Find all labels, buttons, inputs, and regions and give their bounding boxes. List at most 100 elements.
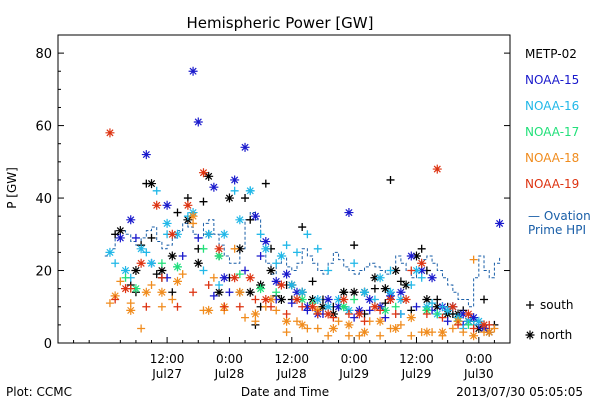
metp-02-north-point: [193, 258, 203, 268]
noaa-17-south-point: [433, 310, 442, 319]
metp-02-south-point: [386, 175, 395, 184]
noaa-18-south-point: [303, 324, 312, 333]
noaa-18-south-point: [396, 320, 405, 329]
noaa-18-south-point: [292, 317, 301, 326]
noaa-18-north-point: [297, 320, 307, 330]
noaa-18-south-point: [272, 306, 281, 315]
x-tick-time-label: 0:00: [341, 352, 368, 366]
noaa-19-north-point: [261, 295, 271, 305]
noaa-15-north-point: [323, 295, 333, 305]
noaa-18-north-point: [188, 211, 198, 221]
noaa-16-north-point: [162, 218, 172, 228]
metp-02-south-point: [298, 223, 307, 232]
x-tick-time-label: 12:00: [274, 352, 309, 366]
noaa-17-south-point: [235, 270, 244, 279]
noaa-18-south-point: [490, 324, 499, 333]
noaa-19-south-point: [173, 302, 182, 311]
legend-ovation-label: — Ovation: [528, 209, 591, 223]
noaa-15-north-point: [141, 150, 151, 160]
noaa-18-south-point: [189, 219, 198, 228]
noaa-19-south-point: [220, 302, 229, 311]
noaa-19-south-point: [251, 295, 260, 304]
metp-02-south-point: [111, 230, 120, 239]
noaa-18-south-point: [324, 331, 333, 340]
metp-02-north-point: [432, 302, 442, 312]
metp-02-south-point: [246, 215, 255, 224]
noaa-19-north-point: [198, 168, 208, 178]
x-tick-day-label: Jul27: [151, 367, 182, 381]
y-tick-label: 40: [35, 192, 52, 207]
noaa-18-south-point: [376, 331, 385, 340]
noaa-19-north-point: [339, 295, 349, 305]
noaa-15-south-point: [365, 306, 374, 315]
noaa-16-south-point: [230, 186, 239, 195]
noaa-16-north-point: [147, 258, 157, 268]
noaa-17-north-point: [131, 284, 141, 294]
noaa-18-north-point: [391, 324, 401, 334]
noaa-15-north-point: [193, 117, 203, 127]
metp-02-north-point: [245, 287, 255, 297]
noaa-19-south-point: [204, 281, 213, 290]
noaa-17-north-point: [380, 305, 390, 315]
noaa-19-south-point: [313, 310, 322, 319]
noaa-15-north-point: [365, 295, 375, 305]
noaa-16-north-point: [287, 280, 297, 290]
noaa-16-south-point: [428, 299, 437, 308]
noaa-15-north-point: [417, 266, 427, 276]
metp-02-south-point: [480, 295, 489, 304]
noaa-19-north-point: [183, 200, 193, 210]
metp-02-north-point: [411, 251, 421, 261]
noaa-15-south-point: [350, 313, 359, 322]
noaa-16-north-point: [204, 229, 214, 239]
noaa-15-north-point: [126, 215, 136, 225]
chart-title: Hemispheric Power [GW]: [187, 14, 374, 32]
noaa-19-north-point: [105, 128, 115, 138]
noaa-16-south-point: [111, 259, 120, 268]
x-tick-day-label: Jul29: [401, 367, 432, 381]
legend-south-symbol: [526, 301, 534, 309]
metp-02-south-point: [199, 197, 208, 206]
noaa-19-north-point: [448, 302, 458, 312]
noaa-18-south-point: [355, 331, 364, 340]
noaa-18-south-point: [469, 255, 478, 264]
noaa-18-south-point: [459, 328, 468, 337]
noaa-19-south-point: [111, 295, 120, 304]
plot-frame: [57, 34, 511, 344]
noaa-17-north-point: [256, 284, 266, 294]
noaa-16-south-point: [199, 266, 208, 275]
noaa-18-south-point: [157, 302, 166, 311]
noaa-16-south-point: [303, 230, 312, 239]
metp-02-north-point: [157, 266, 167, 276]
noaa-17-south-point: [199, 244, 208, 253]
noaa-19-south-point: [344, 310, 353, 319]
noaa-19-south-point: [329, 313, 338, 322]
noaa-16-north-point: [411, 266, 421, 276]
noaa-19-north-point: [152, 200, 162, 210]
noaa-19-south-point: [376, 306, 385, 315]
x-tick-day-label: Jul28: [214, 367, 245, 381]
legend-ovation-label: Prime HPI: [528, 223, 586, 237]
metp-02-north-point: [276, 295, 286, 305]
noaa-19-south-point: [142, 302, 151, 311]
y-tick-label: 20: [35, 265, 52, 280]
noaa-15-north-point: [344, 208, 354, 218]
noaa-18-north-point: [484, 327, 494, 337]
metp-02-south-point: [241, 194, 250, 203]
noaa-19-north-point: [417, 258, 427, 268]
metp-02-north-point: [391, 266, 401, 276]
noaa-18-south-point: [178, 270, 187, 279]
metp-02-north-point: [401, 280, 411, 290]
noaa-16-north-point: [313, 295, 323, 305]
noaa-19-north-point: [121, 284, 131, 294]
noaa-18-south-point: [168, 295, 177, 304]
metp-02-north-point: [339, 287, 349, 297]
plot-timestamp: 2013/07/30 05:05:05: [456, 385, 583, 399]
y-tick-label: 0: [44, 337, 52, 352]
noaa-19-north-point: [276, 280, 286, 290]
noaa-18-south-point: [334, 317, 343, 326]
noaa-18-north-point: [250, 309, 260, 319]
noaa-18-north-point: [141, 287, 151, 297]
noaa-15-north-point: [250, 211, 260, 221]
noaa-19-south-point: [267, 302, 276, 311]
